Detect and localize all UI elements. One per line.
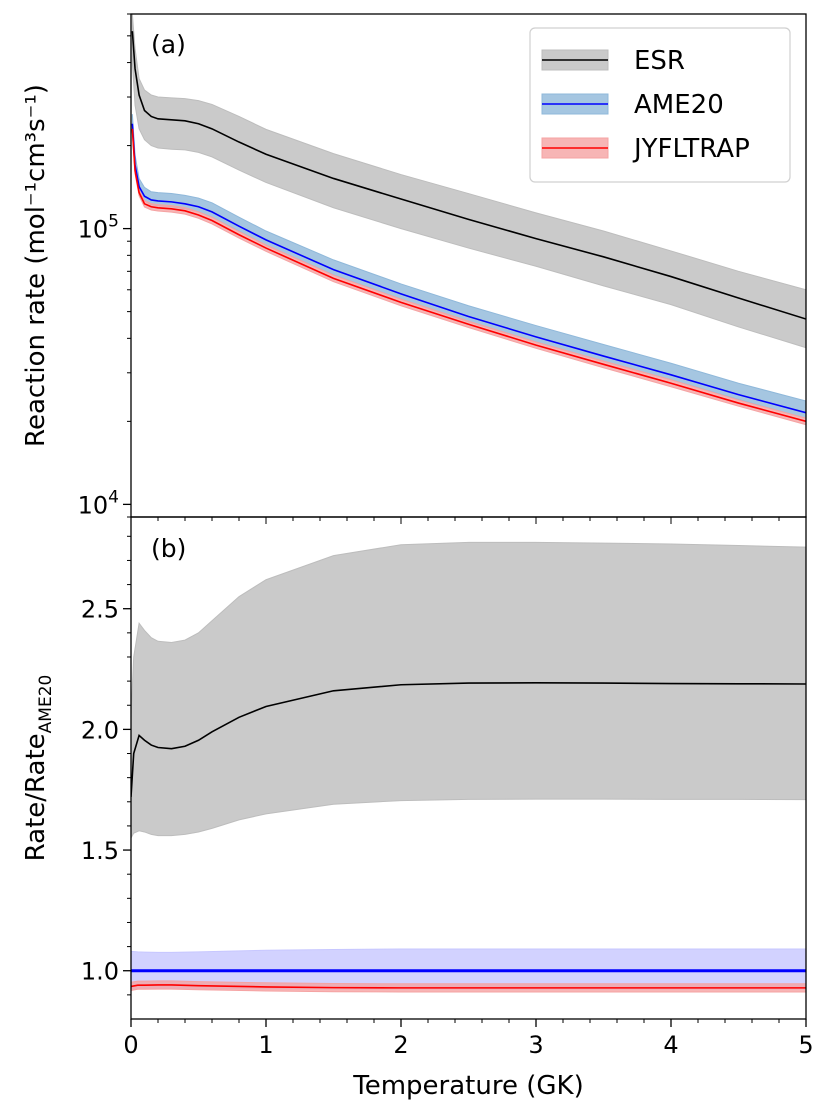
a-y-tick-label: 105: [78, 212, 119, 244]
legend-label: AME20: [634, 90, 724, 120]
b-line-jyfltrap: [131, 984, 806, 989]
panel-a-y-axis-title: Reaction rate (mol⁻¹cm³s⁻¹): [21, 84, 51, 447]
b-y-tick-label: 2.0: [81, 716, 119, 744]
panel-b-y-axis-title-sub: AME20: [36, 675, 56, 734]
b-y-tick-label: 1.5: [81, 837, 119, 865]
b-band-jyfltrap: [131, 980, 806, 993]
b-y-tick-label: 2.5: [81, 596, 119, 624]
x-tick-label: 5: [798, 1031, 813, 1059]
x-tick-label: 1: [258, 1031, 273, 1059]
panel-a: 104 105 (a) Reaction rate (mol⁻¹cm³s⁻¹) E…: [21, 13, 807, 524]
x-tick-label: 2: [393, 1031, 408, 1059]
panel-a-bands: [131, 14, 806, 426]
legend-label: JYFLTRAP: [632, 134, 750, 164]
x-tick-label: 0: [123, 1031, 138, 1059]
panel-a-label: (a): [151, 30, 186, 59]
b-line-esr: [131, 681, 806, 798]
b-y-tick-label: 1.0: [81, 958, 119, 986]
panel-b-lines: [131, 681, 806, 989]
panel-a-lines: [131, 31, 806, 423]
a-line-esr: [131, 31, 806, 320]
legend-entry-jyfltrap: JYFLTRAP: [541, 134, 750, 164]
panel-b: 1.0 1.5 2.0 2.5 0 1 2 3 4 5 (b) Rate/RateAME20 Te…: [21, 516, 814, 1101]
x-tick-label: 3: [528, 1031, 543, 1059]
legend-entry-ame20: AME20: [541, 90, 724, 120]
a-y-tick-label: 104: [78, 487, 119, 519]
a-line-jyfltrap: [131, 128, 806, 423]
legend: ESR AME20 JYFLTRAP: [529, 27, 791, 183]
x-axis-title: Temperature (GK): [352, 1071, 583, 1101]
panel-b-frame: [130, 516, 807, 1020]
panel-b-y-axis-title: Rate/RateAME20: [21, 675, 56, 862]
legend-label: ESR: [634, 46, 685, 76]
panel-b-ticks: 1.0 1.5 2.0 2.5 0 1 2 3 4 5: [81, 535, 814, 1059]
a-band-jyfltrap: [131, 125, 806, 426]
x-tick-label: 4: [663, 1031, 678, 1059]
a-band-esr: [131, 14, 806, 349]
b-band-esr: [131, 541, 806, 840]
panel-a-ticks: 104 105: [78, 13, 807, 524]
panel-b-bands: [131, 541, 806, 993]
panel-b-y-axis-title-base: Rate/Rate: [21, 733, 51, 861]
panel-b-label: (b): [151, 534, 186, 563]
a-line-ame20: [131, 123, 806, 414]
legend-entry-esr: ESR: [541, 46, 685, 76]
